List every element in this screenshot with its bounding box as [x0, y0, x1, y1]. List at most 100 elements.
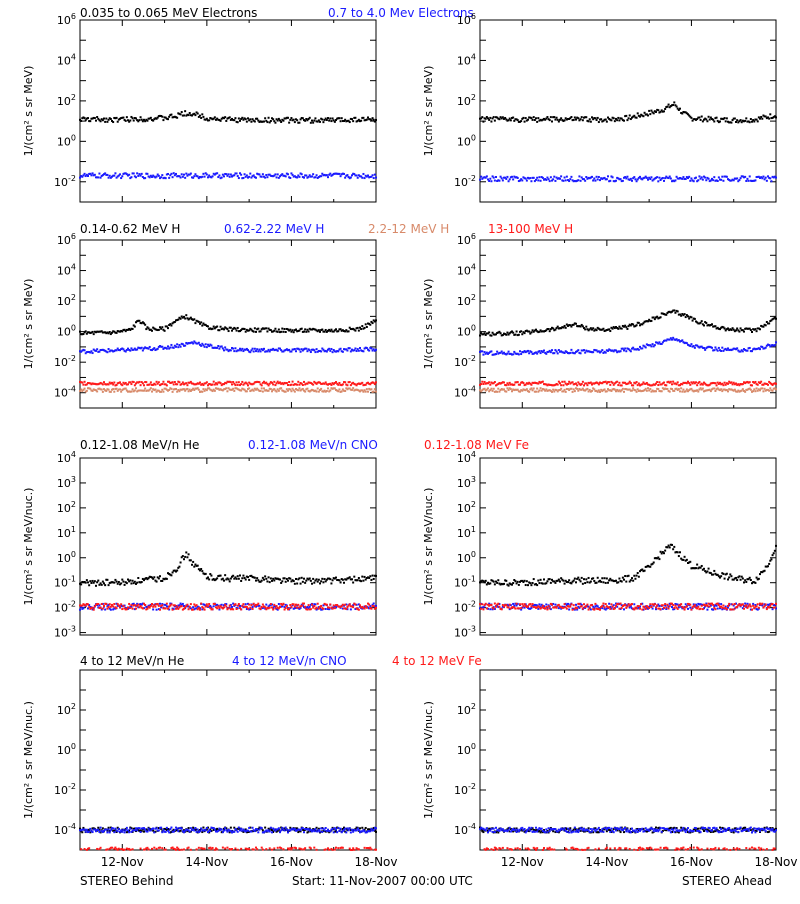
panel-electrons-behind-point-0-7-to-4-0-mev-electrons: [346, 174, 348, 176]
panel-lowheavy-ahead-point-0-12-1-08-mev-n-he: [577, 577, 579, 579]
panel-electrons-behind-point-0-035-to-0-065-mev-electrons: [288, 122, 290, 124]
panel-electrons-ahead-point-0-035-to-0-065-mev-electrons: [549, 119, 551, 121]
panel-electrons-ahead-point-0-035-to-0-065-mev-electrons: [530, 117, 532, 119]
panel-electrons-ahead-point-0-7-to-4-0-mev-electrons: [670, 178, 672, 180]
panel-protons-behind-point-13-100-mev-h: [161, 383, 163, 385]
panel-protons-behind-point-2-2-12-mev-h: [375, 391, 377, 393]
panel-lowheavy-behind-point-0-12-1-08-mev-n-he: [369, 575, 371, 577]
panel-lowheavy-ahead-point-0-12-1-08-mev-n-he: [754, 582, 756, 584]
panel-protons-behind-point-0-62-2-22-mev-h: [368, 350, 370, 352]
panel-lowheavy-ahead-point-0-12-1-08-mev-fe: [668, 608, 670, 610]
panel-lowheavy-behind-point-0-12-1-08-mev-fe: [142, 607, 144, 609]
panel-protons-behind-point-0-62-2-22-mev-h: [173, 347, 175, 349]
panel-electrons-behind-point-0-7-to-4-0-mev-electrons: [167, 173, 169, 175]
panel-lowheavy-ahead-point-0-12-1-08-mev-n-cno: [608, 603, 610, 605]
panel-lowheavy-behind-point-0-12-1-08-mev-n-cno: [258, 605, 260, 607]
panel-lowheavy-behind-point-0-12-1-08-mev-fe: [93, 609, 95, 611]
panel-lowheavy-ahead-point-0-12-1-08-mev-n-he: [644, 570, 646, 572]
panel-electrons-ahead-point-0-7-to-4-0-mev-electrons: [568, 180, 570, 182]
panel-electrons-behind-point-0-035-to-0-065-mev-electrons: [103, 118, 105, 120]
panel-protons-behind-point-13-100-mev-h: [230, 381, 232, 383]
panel-electrons-behind-point-0-035-to-0-065-mev-electrons: [326, 119, 328, 121]
panel-lowheavy-behind-point-0-12-1-08-mev-n-he: [295, 578, 297, 580]
panel-protons-ahead-point-13-100-mev-h: [689, 384, 691, 386]
panel-protons-behind-point-0-14-0-62-mev-h: [212, 328, 214, 330]
panel-electrons-ahead-point-0-035-to-0-065-mev-electrons: [628, 117, 630, 119]
panel-protons-ahead-point-13-100-mev-h: [561, 381, 563, 383]
panel-electrons-ahead-point-0-035-to-0-065-mev-electrons: [488, 119, 490, 121]
panel-lowheavy-behind-point-0-12-1-08-mev-fe: [109, 603, 111, 605]
panel-protons-ahead-point-2-2-12-mev-h: [577, 390, 579, 392]
panel-electrons-ahead-ylabel: 1/(cm² s sr MeV): [422, 66, 435, 157]
panel-electrons-ahead-point-0-7-to-4-0-mev-electrons: [650, 176, 652, 178]
panel-lowheavy-behind-point-0-12-1-08-mev-fe: [253, 603, 255, 605]
panel-lowheavy-ahead-point-0-12-1-08-mev-n-he: [625, 581, 627, 583]
panel-protons-ahead-point-2-2-12-mev-h: [761, 387, 763, 389]
panel-lowheavy-ahead-point-0-12-1-08-mev-fe: [609, 608, 611, 610]
panel-lowheavy-ahead-point-0-12-1-08-mev-n-he: [679, 551, 681, 553]
panel-electrons-behind-point-0-7-to-4-0-mev-electrons: [185, 173, 187, 175]
panel-lowheavy-ahead-point-0-12-1-08-mev-n-he: [628, 575, 630, 577]
panel-lowheavy-ahead-point-0-12-1-08-mev-fe: [508, 607, 510, 609]
panel-electrons-behind-point-0-035-to-0-065-mev-electrons: [298, 122, 300, 124]
panel-protons-behind-point-0-14-0-62-mev-h: [305, 331, 307, 333]
panel-protons-ahead-point-0-62-2-22-mev-h: [496, 351, 498, 353]
panel-protons-behind-point-13-100-mev-h: [127, 383, 129, 385]
panel-electrons-ahead-point-0-7-to-4-0-mev-electrons: [663, 180, 665, 182]
panel-protons-behind-point-0-14-0-62-mev-h: [228, 330, 230, 332]
panel-protons-behind-point-2-2-12-mev-h: [154, 389, 156, 391]
panel-lowheavy-behind-point-0-12-1-08-mev-fe: [199, 609, 201, 611]
panel-electrons-behind-point-0-7-to-4-0-mev-electrons: [338, 173, 340, 175]
panel-lowheavy-ahead-point-0-12-1-08-mev-fe: [578, 603, 580, 605]
panel-lowheavy-ahead-point-0-12-1-08-mev-fe: [769, 605, 771, 607]
panel-electrons-ahead-point-0-7-to-4-0-mev-electrons: [562, 180, 564, 182]
panel-protons-behind-point-13-100-mev-h: [292, 381, 294, 383]
panel-protons-behind-point-0-62-2-22-mev-h: [310, 351, 312, 353]
panel-protons-behind-point-0-14-0-62-mev-h: [200, 321, 202, 323]
panel-lowheavy-behind-point-0-12-1-08-mev-fe: [310, 608, 312, 610]
panel-lowheavy-behind-point-0-12-1-08-mev-fe: [205, 606, 207, 608]
panel-electrons-behind-point-0-035-to-0-065-mev-electrons: [274, 122, 276, 124]
panel-electrons-ahead-point-0-7-to-4-0-mev-electrons: [689, 180, 691, 182]
panel-electrons-ahead-point-0-7-to-4-0-mev-electrons: [501, 177, 503, 179]
panel-lowheavy-behind-point-0-12-1-08-mev-n-he: [285, 581, 287, 583]
panel-protons-ahead-point-2-2-12-mev-h: [560, 388, 562, 390]
panel-protons-ahead-point-2-2-12-mev-h: [681, 391, 683, 393]
panel-electrons-ahead-point-0-7-to-4-0-mev-electrons: [480, 176, 482, 178]
panel-lowheavy-behind-point-0-12-1-08-mev-fe: [200, 603, 202, 605]
panel-protons-behind-point-0-14-0-62-mev-h: [361, 325, 363, 327]
panel-protons-ahead-point-0-62-2-22-mev-h: [641, 347, 643, 349]
panel-lowheavy-ahead-point-0-12-1-08-mev-fe: [532, 603, 534, 605]
panel-lowheavy-ahead-point-0-12-1-08-mev-fe: [718, 604, 720, 606]
panel-electrons-ahead-point-0-035-to-0-065-mev-electrons: [650, 110, 652, 112]
panel-protons-ahead-point-0-62-2-22-mev-h: [713, 349, 715, 351]
panel-protons-ahead-point-0-14-0-62-mev-h: [677, 310, 679, 312]
panel-protons-ahead-point-0-62-2-22-mev-h: [550, 351, 552, 353]
panel-protons-ahead-point-0-14-0-62-mev-h: [638, 322, 640, 324]
panel-protons-behind-point-0-62-2-22-mev-h: [216, 347, 218, 349]
panel-electrons-behind-point-0-7-to-4-0-mev-electrons: [204, 176, 206, 178]
panel-protons-ahead-point-0-14-0-62-mev-h: [609, 330, 611, 332]
panel-lowheavy-ahead-point-0-12-1-08-mev-fe: [682, 607, 684, 609]
panel-electrons-behind-point-0-035-to-0-065-mev-electrons: [116, 117, 118, 119]
panel-electrons-ahead-point-0-035-to-0-065-mev-electrons: [698, 116, 700, 118]
panel-electrons-behind-point-0-035-to-0-065-mev-electrons: [214, 116, 216, 118]
panel-lowheavy-ahead-point-0-12-1-08-mev-n-he: [545, 582, 547, 584]
panel-lowheavy-ahead-point-0-12-1-08-mev-fe: [588, 609, 590, 611]
panel-electrons-behind-point-0-7-to-4-0-mev-electrons: [298, 176, 300, 178]
panel-highheavy-behind-xtick-label: 14-Nov: [185, 855, 228, 869]
panel-lowheavy-ahead-point-0-12-1-08-mev-fe: [604, 606, 606, 608]
panel-protons-behind-point-0-62-2-22-mev-h: [129, 350, 131, 352]
panel-lowheavy-ahead-point-0-12-1-08-mev-fe: [576, 607, 578, 609]
panel-protons-behind-point-0-14-0-62-mev-h: [193, 318, 195, 320]
panel-lowheavy-ahead-point-0-12-1-08-mev-n-cno: [655, 608, 657, 610]
panel-lowheavy-ahead-point-0-12-1-08-mev-n-he: [664, 550, 666, 552]
panel-lowheavy-ahead-point-0-12-1-08-mev-fe: [730, 609, 732, 611]
panel-electrons-ahead-point-0-035-to-0-065-mev-electrons: [581, 116, 583, 118]
panel-electrons-behind-point-0-7-to-4-0-mev-electrons: [212, 175, 214, 177]
panel-protons-ahead-point-2-2-12-mev-h: [727, 390, 729, 392]
panel-lowheavy-ahead-point-0-12-1-08-mev-n-he: [546, 580, 548, 582]
panel-lowheavy-behind-ytick-label: 100: [57, 550, 76, 565]
panel-lowheavy-behind-point-0-12-1-08-mev-fe: [370, 608, 372, 610]
panel-lowheavy-ahead-point-0-12-1-08-mev-fe: [677, 608, 679, 610]
